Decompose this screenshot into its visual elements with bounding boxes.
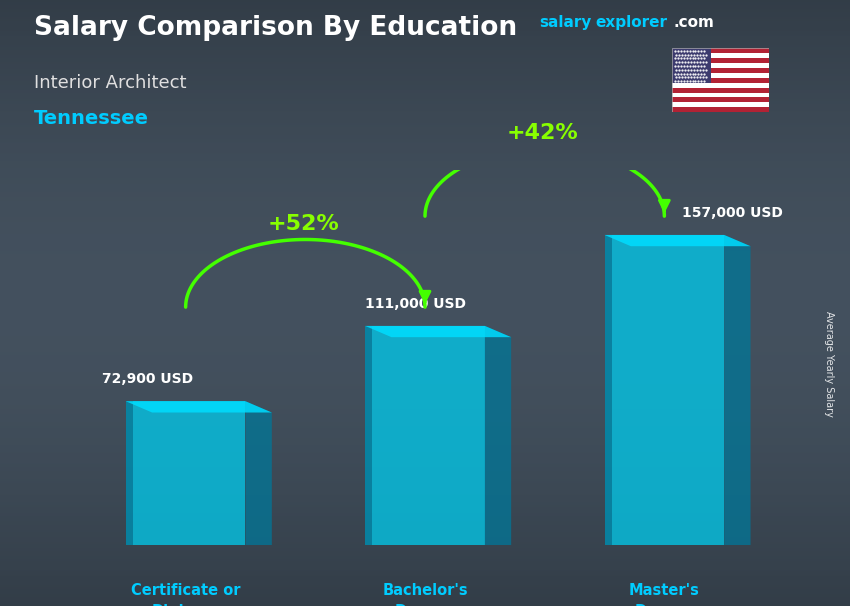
Text: Average Yearly Salary: Average Yearly Salary: [824, 311, 834, 416]
Polygon shape: [366, 326, 511, 337]
Bar: [672, 88, 769, 93]
Bar: [672, 53, 769, 58]
Bar: [672, 98, 769, 102]
Text: Salary Comparison By Education: Salary Comparison By Education: [34, 15, 517, 41]
Text: explorer: explorer: [595, 15, 667, 30]
Text: Certificate or
Diploma: Certificate or Diploma: [131, 583, 241, 606]
Bar: [672, 58, 769, 63]
Text: .com: .com: [673, 15, 714, 30]
Text: +52%: +52%: [268, 214, 339, 234]
Bar: [672, 107, 769, 112]
Text: 111,000 USD: 111,000 USD: [366, 297, 466, 311]
Text: Interior Architect: Interior Architect: [34, 74, 186, 92]
Text: Tennessee: Tennessee: [34, 109, 149, 128]
Bar: [366, 326, 484, 545]
Bar: [672, 73, 769, 78]
Polygon shape: [126, 401, 133, 545]
Text: +42%: +42%: [507, 123, 579, 143]
Polygon shape: [604, 235, 751, 246]
Polygon shape: [484, 326, 511, 557]
Bar: [672, 78, 769, 83]
Bar: [672, 63, 769, 68]
Polygon shape: [724, 235, 751, 557]
Bar: [672, 102, 769, 107]
Bar: [672, 68, 769, 73]
Bar: [672, 48, 769, 53]
Text: Bachelor's
Degree: Bachelor's Degree: [382, 583, 468, 606]
Polygon shape: [126, 401, 272, 413]
Text: 72,900 USD: 72,900 USD: [102, 372, 193, 386]
Bar: [604, 235, 724, 545]
Bar: [672, 93, 769, 98]
Polygon shape: [246, 401, 272, 557]
Polygon shape: [604, 235, 612, 545]
Text: Master's
Degree: Master's Degree: [629, 583, 700, 606]
Polygon shape: [366, 326, 372, 545]
Bar: [672, 48, 711, 83]
Text: 157,000 USD: 157,000 USD: [683, 206, 783, 220]
Bar: [126, 401, 246, 545]
Bar: [672, 83, 769, 88]
Text: salary: salary: [540, 15, 592, 30]
